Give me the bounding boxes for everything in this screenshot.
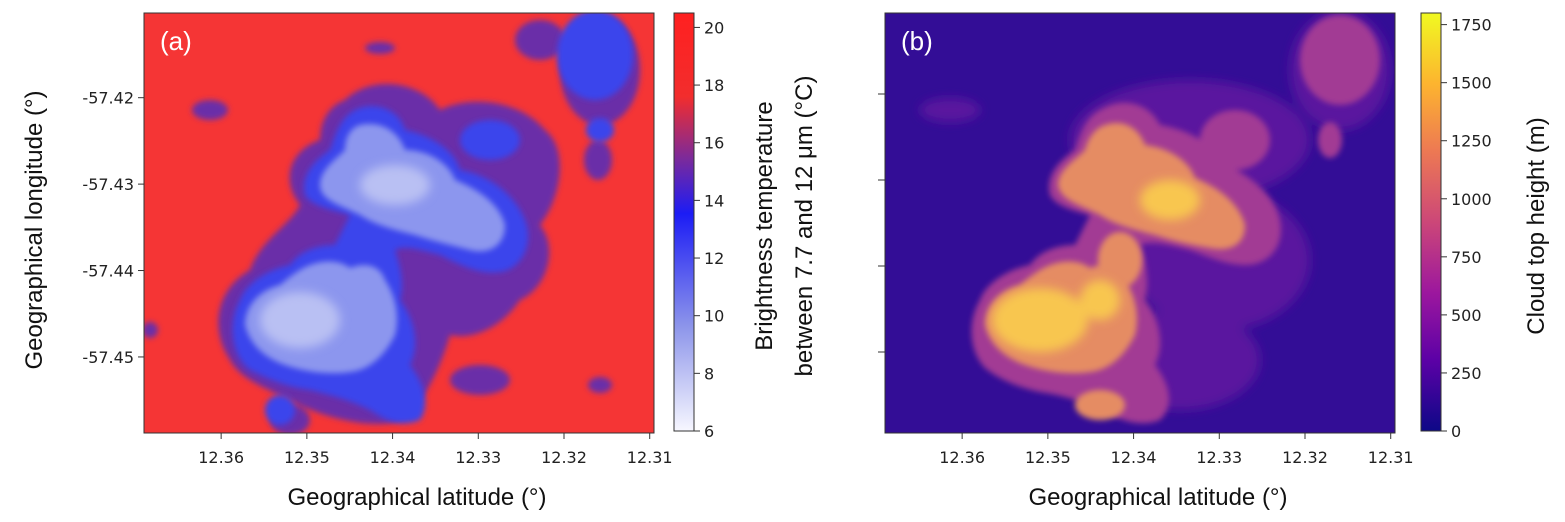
colorbar-tick-label: 1750 (1451, 16, 1492, 35)
x-tick-label: 12.35 (1025, 448, 1071, 467)
x-tick-label: 12.32 (541, 448, 587, 467)
heatmap-a (144, 13, 654, 433)
x-axis-label-a: Geographical latitude (°) (287, 484, 546, 511)
y-tick-label: -57.44 (82, 262, 134, 281)
colorbar-tick-label: 0 (1451, 422, 1461, 441)
panel-label-a: (a) (160, 26, 192, 56)
colorbar-tick-label: 1000 (1451, 190, 1492, 209)
y-ticks-b (878, 93, 885, 353)
panel-a: (a) 12.36 12.35 12.34 12.33 12.32 12.31 -57.4… (21, 12, 818, 511)
colorbar-tick-label: 250 (1451, 364, 1482, 383)
colorbar-tick-label: 750 (1451, 248, 1482, 267)
plot-frame-a (143, 12, 655, 434)
colorbar-tick-label: 20 (704, 18, 724, 37)
heatmap-b (885, 13, 1395, 433)
y-tick-label: -57.42 (82, 89, 134, 108)
colorbar-tick-label: 1500 (1451, 74, 1492, 93)
colorbar-tick-label: 500 (1451, 306, 1482, 325)
panel-label-b: (b) (901, 26, 933, 56)
x-tick-label: 12.31 (1368, 448, 1414, 467)
x-tick-label: 12.36 (939, 448, 985, 467)
colorbar-ticks-b: 0 250 500 750 1000 1250 1500 1750 (1441, 16, 1492, 441)
colorbar-tick-label: 8 (704, 364, 714, 383)
x-tick-label: 12.33 (1196, 448, 1242, 467)
colorbar-tick-label: 12 (704, 249, 724, 268)
x-tick-label: 12.36 (198, 448, 244, 467)
colorbar-tick-label: 18 (704, 76, 724, 95)
colorbar-tick-label: 10 (704, 307, 724, 326)
plot-frame-b (884, 12, 1396, 434)
panel-b: (b) 12.36 12.35 12.34 12.33 12.32 12.31 Geogr… (878, 12, 1550, 511)
x-ticks-a: 12.36 12.35 12.34 12.33 12.32 12.31 (198, 433, 673, 467)
colorbar-tick-label: 14 (704, 191, 724, 210)
x-tick-label: 12.34 (370, 448, 416, 467)
y-tick-label: -57.45 (82, 348, 134, 367)
colorbar-b (1420, 12, 1442, 432)
colorbar-label-a-line2: between 7.7 and 12 μm (°C) (791, 76, 818, 377)
colorbar-a (673, 12, 695, 432)
x-ticks-b: 12.36 12.35 12.34 12.33 12.32 12.31 (939, 433, 1414, 467)
colorbar-label-a-line1: Brightness temperature (751, 101, 778, 350)
x-tick-label: 12.31 (627, 448, 673, 467)
x-axis-label-b: Geographical latitude (°) (1028, 484, 1287, 511)
colorbar-label-b: Cloud top height (m) (1523, 117, 1550, 334)
y-tick-label: -57.43 (82, 175, 134, 194)
colorbar-ticks-a: 6 8 10 12 14 16 18 20 (694, 18, 724, 441)
x-tick-label: 12.34 (1111, 448, 1157, 467)
x-tick-label: 12.33 (455, 448, 501, 467)
y-ticks-a: -57.42 -57.43 -57.44 -57.45 (82, 89, 144, 367)
x-tick-label: 12.32 (1282, 448, 1328, 467)
colorbar-tick-label: 6 (704, 422, 714, 441)
x-tick-label: 12.35 (284, 448, 330, 467)
colorbar-tick-label: 16 (704, 134, 724, 153)
colorbar-tick-label: 1250 (1451, 132, 1492, 151)
y-axis-label-a: Geographical longitude (°) (21, 90, 48, 369)
